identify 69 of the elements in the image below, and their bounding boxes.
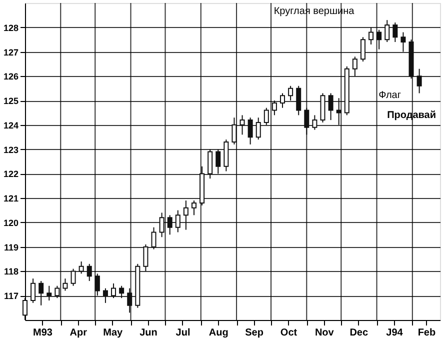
candlestick bbox=[240, 114, 245, 136]
candlestick bbox=[392, 22, 398, 43]
candlestick bbox=[22, 298, 28, 320]
candlestick bbox=[280, 92, 286, 108]
candlestick bbox=[336, 98, 342, 126]
candlestick bbox=[151, 226, 156, 250]
y-tick-label: 120 bbox=[3, 218, 18, 228]
y-tick-label: 125 bbox=[3, 96, 18, 106]
candlestick bbox=[62, 278, 68, 292]
y-tick-label: 127 bbox=[3, 47, 18, 58]
candlestick bbox=[167, 214, 172, 236]
candlestick bbox=[191, 200, 196, 216]
candlestick bbox=[30, 278, 36, 304]
candlestick bbox=[328, 92, 334, 121]
candlestick bbox=[183, 200, 188, 230]
candlestick bbox=[288, 85, 294, 102]
candlestick bbox=[368, 26, 374, 45]
y-tick-label: 117 bbox=[4, 291, 18, 302]
candlestick bbox=[376, 29, 382, 50]
x-tick-label: Jul bbox=[176, 328, 190, 338]
candlestick bbox=[384, 20, 390, 43]
candlestick bbox=[46, 285, 52, 301]
x-tick-label: Nov bbox=[314, 328, 334, 338]
candlestick bbox=[70, 268, 76, 286]
candlestick bbox=[272, 100, 277, 116]
y-tick-label: 126 bbox=[3, 72, 18, 82]
candlestick bbox=[360, 36, 366, 62]
y-tick-label: 118 bbox=[4, 266, 18, 277]
annotation: Флаг bbox=[378, 90, 402, 101]
candlestick bbox=[94, 273, 100, 296]
x-tick-label: J94 bbox=[386, 328, 404, 338]
y-tick-label: 124 bbox=[3, 120, 18, 130]
candlestick bbox=[127, 288, 132, 314]
x-tick-label: Apr bbox=[70, 328, 88, 338]
x-tick-label: Jun bbox=[140, 328, 158, 338]
x-tick-label: Oct bbox=[280, 328, 298, 338]
x-tick-label: Aug bbox=[208, 328, 228, 338]
candlestick bbox=[86, 263, 92, 282]
candlestick bbox=[400, 32, 406, 52]
y-tick-label: 128 bbox=[3, 22, 18, 33]
y-tick-label: 119 bbox=[4, 242, 18, 252]
candlestick bbox=[102, 288, 108, 304]
candlestick bbox=[159, 212, 164, 238]
candlestick bbox=[248, 117, 253, 145]
y-tick-label: 122 bbox=[3, 169, 18, 180]
x-tick-label: Sep bbox=[245, 328, 264, 338]
candlestick bbox=[38, 280, 44, 306]
candlestick bbox=[54, 285, 60, 299]
candlestick bbox=[208, 148, 213, 180]
x-tick-label: Feb bbox=[418, 328, 436, 338]
candlestick bbox=[256, 117, 261, 140]
candlestick bbox=[232, 117, 237, 145]
candlestick bbox=[296, 85, 302, 116]
candlestick bbox=[416, 68, 422, 94]
candlestick bbox=[264, 107, 269, 126]
x-tick-label: M93 bbox=[33, 328, 53, 338]
candlestick bbox=[119, 285, 124, 299]
candlestick bbox=[304, 107, 310, 136]
y-tick-label: 121 bbox=[3, 194, 18, 204]
candlestick bbox=[175, 210, 180, 233]
candlestick bbox=[78, 260, 84, 274]
x-tick-label: May bbox=[103, 328, 124, 338]
candlestick bbox=[312, 114, 318, 130]
x-tick-label: Dec bbox=[350, 328, 368, 338]
candlestick bbox=[143, 244, 148, 272]
y-tick-label: 123 bbox=[3, 144, 18, 155]
candlestick bbox=[111, 282, 116, 299]
candlestick bbox=[352, 56, 358, 77]
candlestick bbox=[216, 148, 221, 174]
